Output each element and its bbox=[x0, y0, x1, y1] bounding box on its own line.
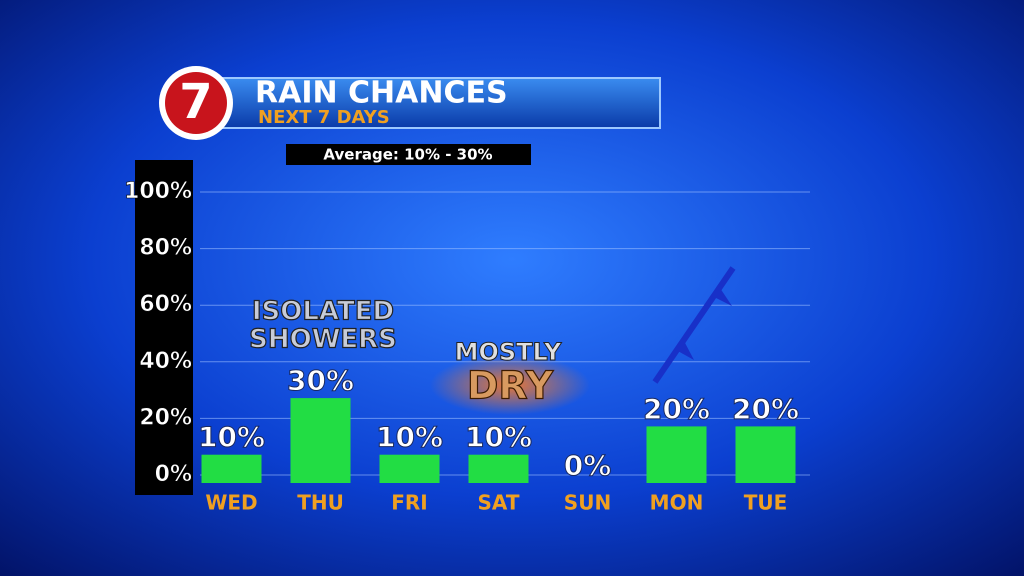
plot-area: 0% 20% 40% 60% 80% 100% WED 10% THU 30% FRI 10% SAT 1… bbox=[124, 179, 810, 515]
axis-panel bbox=[135, 160, 193, 495]
value-label: 20% bbox=[643, 392, 710, 425]
y-tick-label: 20% bbox=[139, 405, 192, 430]
bar bbox=[468, 454, 529, 483]
value-label: 20% bbox=[732, 392, 799, 425]
annotation: MOSTLY bbox=[455, 338, 562, 366]
title: RAIN CHANCES bbox=[255, 76, 508, 111]
annotation: SHOWERS bbox=[249, 325, 397, 355]
bar bbox=[646, 426, 707, 483]
y-tick-label: 0% bbox=[155, 462, 192, 487]
logo: 7 bbox=[179, 74, 212, 130]
value-label: 10% bbox=[465, 421, 532, 454]
logo-disc bbox=[165, 72, 227, 134]
x-tick-label: WED bbox=[205, 491, 257, 515]
x-tick-label: SAT bbox=[478, 491, 520, 515]
value-label: 10% bbox=[376, 421, 443, 454]
y-tick-label: 40% bbox=[139, 349, 192, 374]
bar bbox=[290, 398, 351, 483]
subtitle: NEXT 7 DAYS bbox=[258, 107, 390, 128]
value-label: 0% bbox=[564, 449, 612, 482]
x-tick-label: FRI bbox=[391, 491, 428, 515]
x-tick-label: SUN bbox=[564, 491, 611, 515]
x-tick-label: TUE bbox=[744, 491, 788, 515]
y-tick-label: 100% bbox=[124, 179, 192, 204]
y-tick-label: 80% bbox=[139, 236, 192, 261]
value-label: 30% bbox=[287, 364, 354, 397]
bar bbox=[201, 454, 262, 483]
glow bbox=[430, 355, 590, 415]
x-tick-label: MON bbox=[650, 491, 704, 515]
annotation: ISOLATED bbox=[252, 297, 394, 327]
x-tick-label: THU bbox=[297, 491, 344, 515]
note: Average: 10% - 30% bbox=[323, 146, 492, 164]
value-label: 10% bbox=[198, 421, 265, 454]
bar bbox=[379, 454, 440, 483]
note-box bbox=[286, 144, 531, 165]
bar bbox=[735, 426, 796, 483]
annotation: DRY bbox=[467, 364, 554, 408]
y-tick-label: 60% bbox=[139, 292, 192, 317]
cold-front bbox=[652, 266, 736, 384]
